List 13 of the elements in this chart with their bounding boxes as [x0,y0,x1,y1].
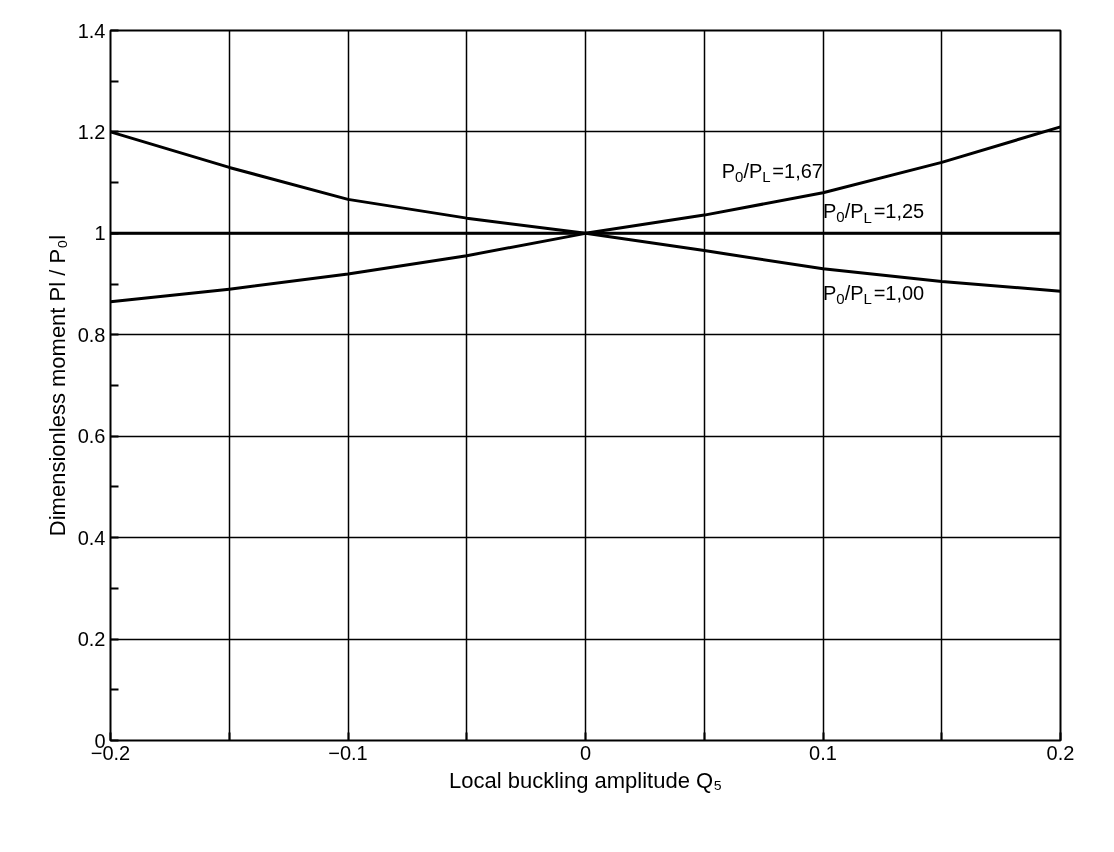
y-axis-title: Dimensionless moment Pl / P₀l [44,234,70,537]
x-axis-title: Local buckling amplitude Q₅ [448,767,723,793]
y-tick-label: 1 [94,222,106,245]
y-tick-label: 1.2 [77,120,106,143]
y-tick-label: 0.2 [77,628,106,651]
y-tick-label: 0.8 [77,323,106,346]
y-tick-label: 0.4 [77,526,106,549]
x-tick-label: 0.2 [1046,741,1075,764]
x-tick-label: 0.1 [809,741,837,764]
y-tick-label: 1.4 [77,19,106,42]
x-tick-label: 0 [579,741,592,764]
x-tick-label: −0.1 [328,741,368,764]
y-tick-label: 0.6 [77,425,106,448]
